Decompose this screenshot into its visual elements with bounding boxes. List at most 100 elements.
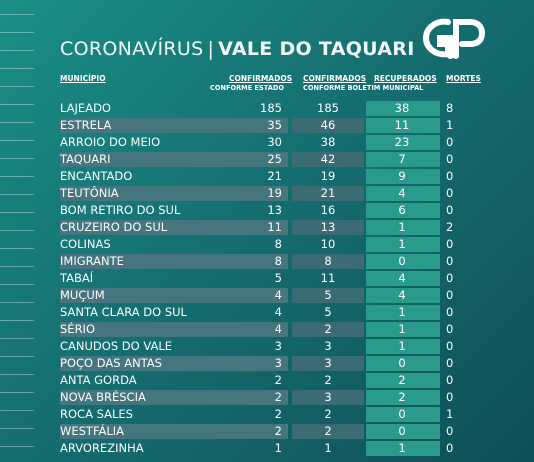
row-band xyxy=(292,220,364,235)
cell-mortes: 0 xyxy=(446,237,454,251)
row-band xyxy=(366,186,440,201)
table-row: ESTRELA 35 46 11 1 xyxy=(60,118,453,134)
cell-mortes: 0 xyxy=(446,339,454,353)
decorative-lines xyxy=(0,0,40,462)
cell-mortes: 0 xyxy=(446,322,454,336)
cell-confirmados-estado: 8 xyxy=(274,254,282,268)
cell-municipio: CANUDOS DO VALE xyxy=(60,339,173,353)
cell-municipio: ANTA GORDA xyxy=(60,373,137,387)
cell-recuperados: 0 xyxy=(398,356,406,370)
title-part1: CORONAVÍRUS xyxy=(60,38,204,60)
header-confirmados-estado: CONFIRMADOS xyxy=(229,74,293,83)
cell-confirmados-municipal: 38 xyxy=(320,135,336,149)
cell-mortes: 0 xyxy=(446,424,454,438)
table-row: SÉRIO 4 2 1 0 xyxy=(60,322,453,338)
row-band xyxy=(366,356,440,371)
decorative-line xyxy=(0,158,34,159)
cell-mortes: 0 xyxy=(446,203,454,217)
cell-mortes: 0 xyxy=(446,135,454,149)
row-band xyxy=(366,390,440,405)
row-band xyxy=(292,322,364,337)
cell-municipio: SÉRIO xyxy=(60,322,95,336)
cell-confirmados-estado: 11 xyxy=(267,220,282,234)
row-band xyxy=(60,322,288,337)
cell-recuperados: 38 xyxy=(394,101,410,115)
cell-municipio: NOVA BRÉSCIA xyxy=(60,390,146,404)
page-title: CORONAVÍRUS | VALE DO TAQUARI xyxy=(60,38,415,60)
cell-mortes: 0 xyxy=(446,288,454,302)
row-band xyxy=(60,254,288,269)
decorative-line xyxy=(0,122,34,123)
table-row: IMIGRANTE 8 8 0 0 xyxy=(60,254,453,270)
cell-confirmados-municipal: 2 xyxy=(324,322,332,336)
cell-recuperados: 9 xyxy=(398,169,406,183)
table-row: NOVA BRÉSCIA 2 3 2 0 xyxy=(60,390,453,406)
cell-recuperados: 2 xyxy=(398,390,406,404)
table-row: COLINAS 8 10 1 0 xyxy=(60,237,453,253)
decorative-line xyxy=(0,284,34,285)
cell-confirmados-estado: 185 xyxy=(260,101,282,115)
cell-municipio: LAJEADO xyxy=(60,101,111,115)
title-part2: VALE DO TAQUARI xyxy=(218,38,415,60)
cell-confirmados-municipal: 2 xyxy=(324,407,332,421)
row-band xyxy=(366,152,440,167)
row-band xyxy=(60,288,288,303)
cell-confirmados-municipal: 2 xyxy=(324,373,332,387)
header-conforme-boletim: CONFORME BOLETIM MUNICIPAL xyxy=(303,84,424,92)
cell-mortes: 2 xyxy=(446,220,454,234)
decorative-line xyxy=(0,32,34,33)
decorative-line xyxy=(0,230,34,231)
cell-confirmados-estado: 4 xyxy=(274,288,282,302)
row-band xyxy=(60,220,288,235)
row-band xyxy=(366,339,440,354)
row-band xyxy=(366,288,440,303)
decorative-line xyxy=(0,212,34,213)
row-band xyxy=(60,424,288,439)
title-separator: | xyxy=(207,38,215,60)
cell-municipio: ARVOREZINHA xyxy=(60,441,144,455)
cell-mortes: 0 xyxy=(446,373,454,387)
row-band xyxy=(292,424,364,439)
cell-confirmados-municipal: 185 xyxy=(317,101,339,115)
cell-recuperados: 0 xyxy=(398,407,406,421)
cell-recuperados: 2 xyxy=(398,373,406,387)
cell-municipio: POÇO DAS ANTAS xyxy=(60,356,162,370)
row-band xyxy=(366,322,440,337)
row-band xyxy=(292,118,364,133)
decorative-line xyxy=(0,446,34,447)
row-band xyxy=(366,169,440,184)
cell-municipio: TAQUARI xyxy=(60,152,111,166)
cell-confirmados-estado: 4 xyxy=(274,322,282,336)
decorative-line xyxy=(0,176,34,177)
table-row: BOM RETIRO DO SUL 13 16 6 0 xyxy=(60,203,453,219)
row-band xyxy=(366,305,440,320)
cell-municipio: CRUZEIRO DO SUL xyxy=(60,220,168,234)
cell-confirmados-estado: 3 xyxy=(274,356,282,370)
decorative-line xyxy=(0,86,34,87)
header-confirmados-municipal: CONFIRMADOS xyxy=(303,74,367,83)
cell-mortes: 0 xyxy=(446,254,454,268)
row-band xyxy=(366,135,440,150)
table-row: TEUTÔNIA 19 21 4 0 xyxy=(60,186,453,202)
cell-confirmados-municipal: 21 xyxy=(320,186,336,200)
row-band xyxy=(366,101,440,116)
header-mortes: MORTES xyxy=(446,74,481,83)
cell-confirmados-municipal: 11 xyxy=(320,271,336,285)
cell-confirmados-estado: 13 xyxy=(267,203,282,217)
decorative-line xyxy=(0,50,34,51)
cell-recuperados: 7 xyxy=(398,152,406,166)
cell-confirmados-estado: 2 xyxy=(274,373,282,387)
table-row: LAJEADO 185 185 38 8 xyxy=(60,101,453,117)
row-band xyxy=(60,152,288,167)
row-band xyxy=(366,220,440,235)
cell-municipio: ROCA SALES xyxy=(60,407,133,421)
cell-confirmados-estado: 25 xyxy=(267,152,282,166)
decorative-line xyxy=(0,68,34,69)
row-band xyxy=(366,237,440,252)
cell-confirmados-municipal: 19 xyxy=(320,169,336,183)
decorative-line xyxy=(0,428,34,429)
row-band xyxy=(60,390,288,405)
header-conforme-estado: CONFORME ESTADO xyxy=(210,84,284,92)
cell-municipio: ENCANTADO xyxy=(60,169,133,183)
cell-municipio: COLINAS xyxy=(60,237,111,251)
